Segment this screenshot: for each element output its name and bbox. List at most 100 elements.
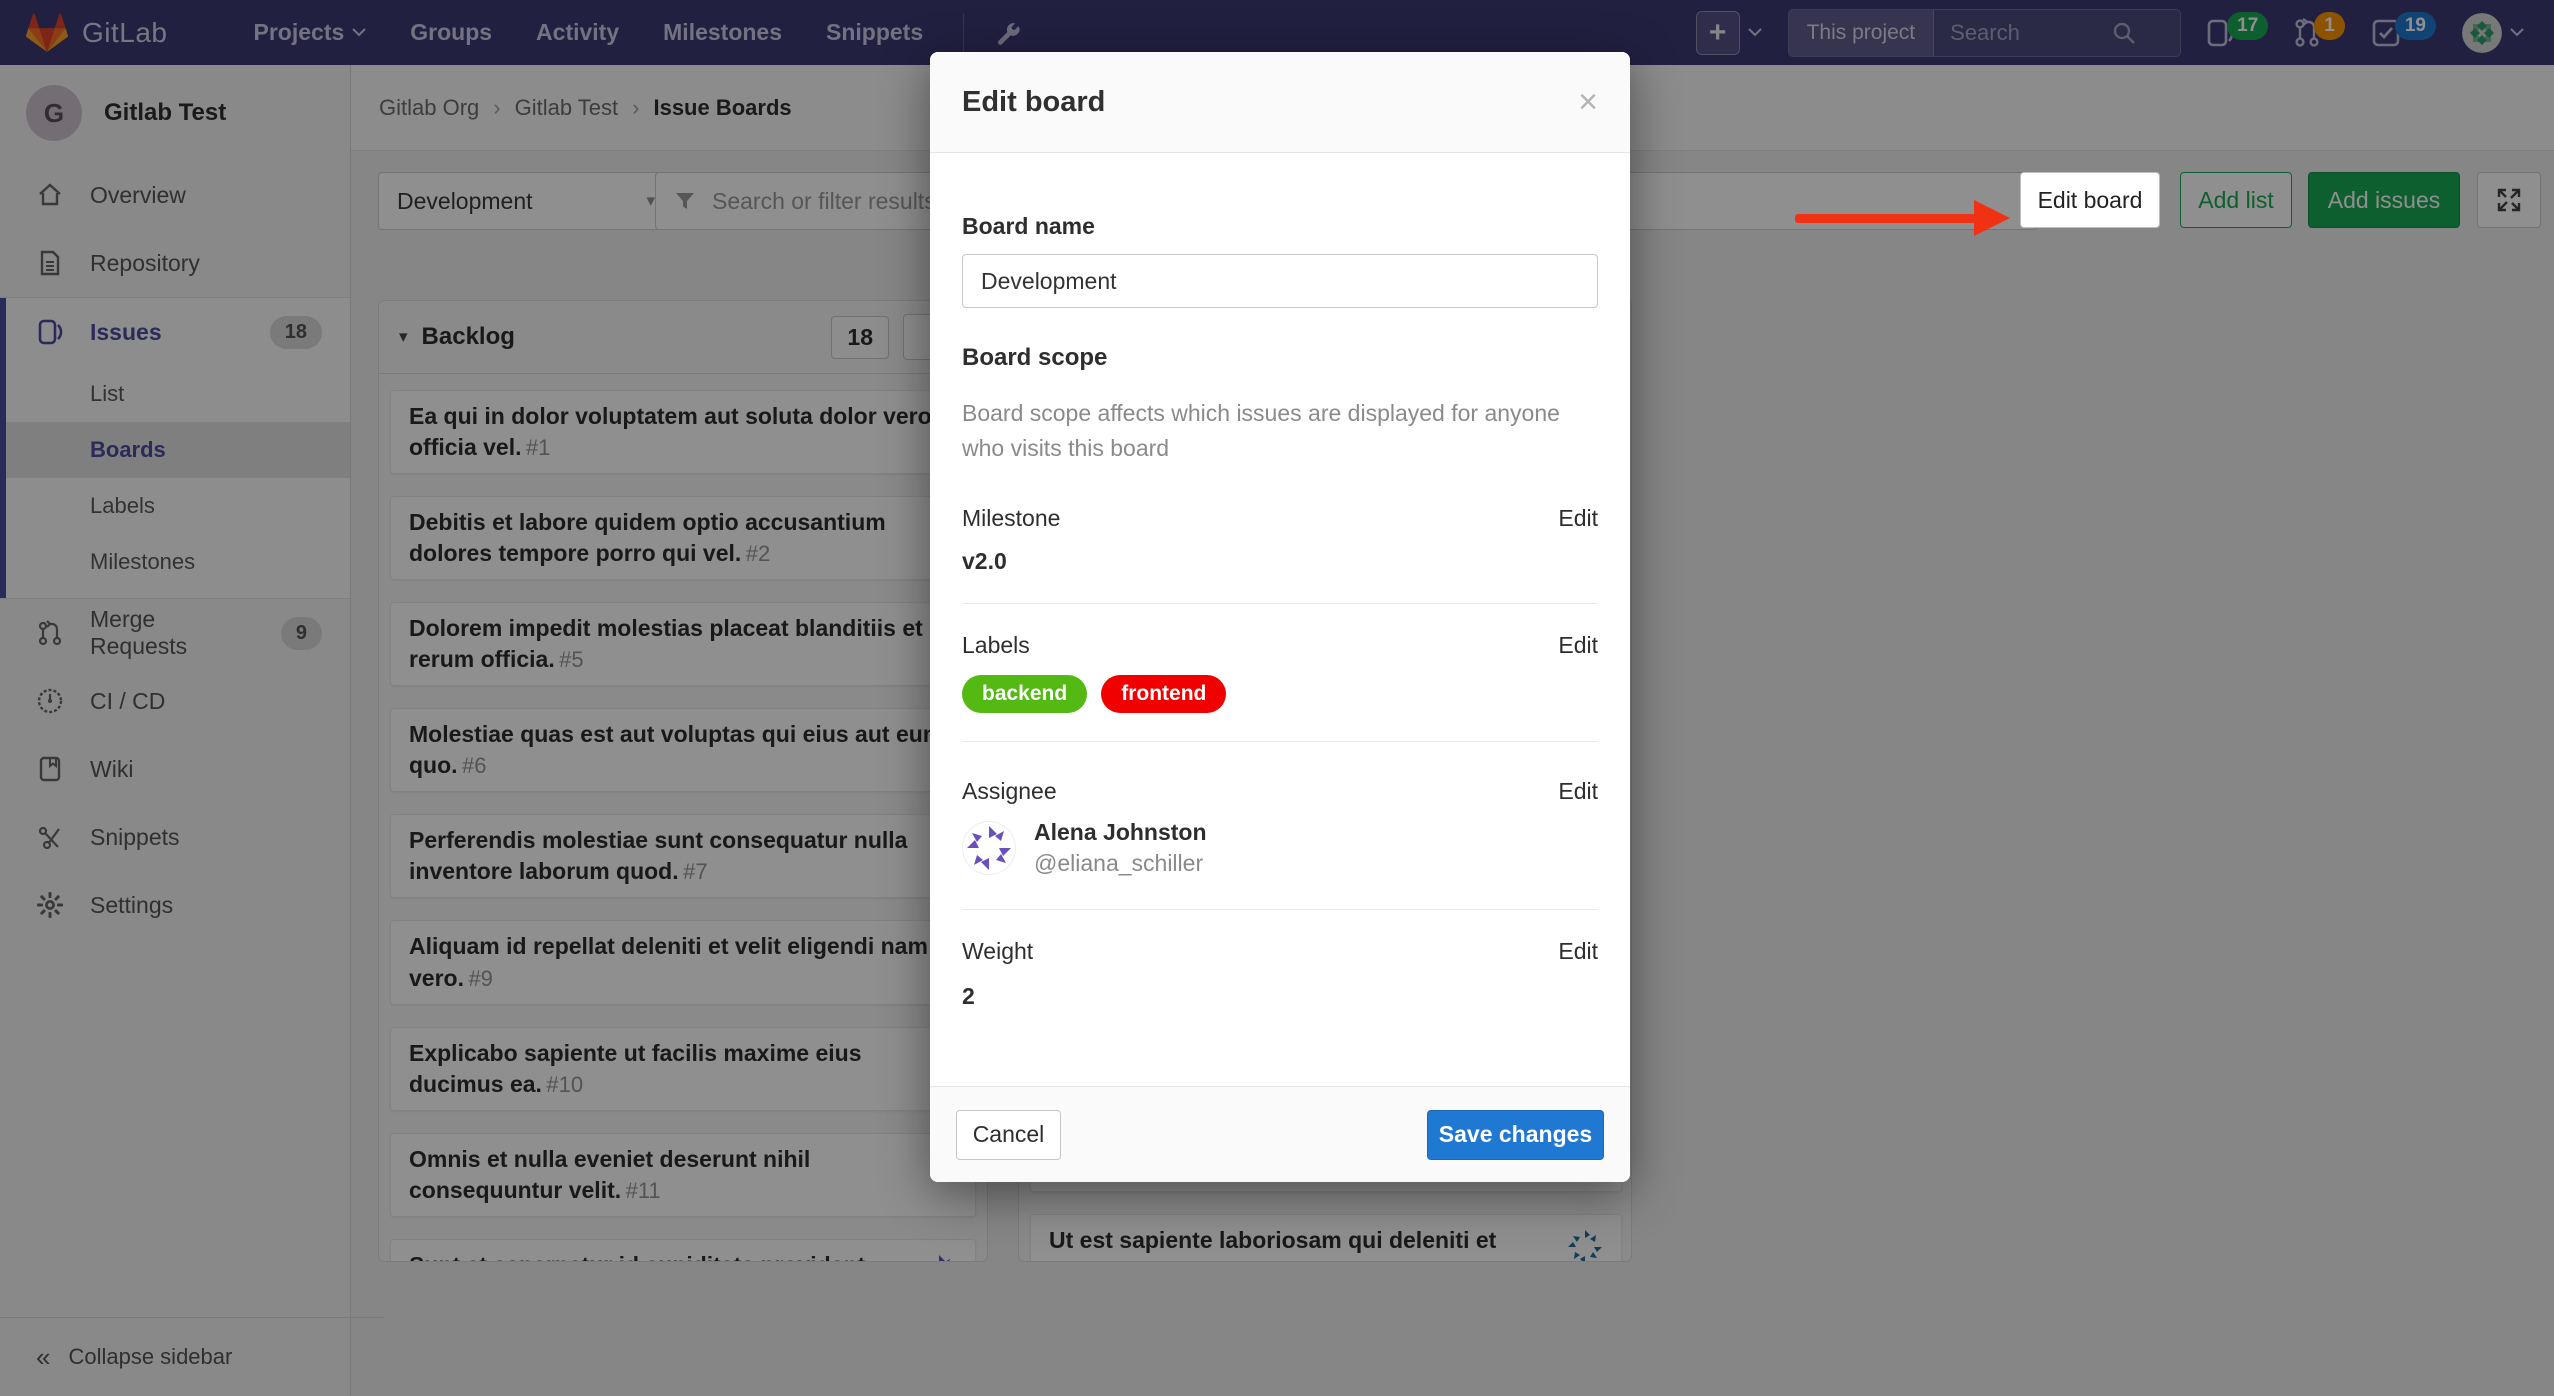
milestone-section: Milestone Edit <box>962 505 1598 532</box>
top-navbar: GitLab Projects Groups Activity Mileston… <box>0 0 2554 65</box>
divider <box>962 741 1598 742</box>
chevron-down-icon <box>352 28 366 37</box>
issues-counter[interactable]: 17 <box>2207 11 2269 49</box>
merge-requests-counter[interactable]: 1 <box>2294 11 2345 49</box>
board-switcher-dropdown[interactable]: Development ▾ <box>378 172 674 230</box>
issue-card[interactable]: Dolorem impedit molestias placeat blandi… <box>390 602 976 687</box>
chevron-down-icon: ▾ <box>646 191 655 210</box>
label-badge[interactable]: frontend <box>1101 675 1227 713</box>
weight-edit-link[interactable]: Edit <box>1558 938 1598 964</box>
expand-icon <box>2496 187 2522 213</box>
list-issue-count: 18 <box>831 315 889 359</box>
issues-section: Issues 18 List Boards Labels Milestones <box>0 297 350 599</box>
nav-snippets[interactable]: Snippets <box>826 19 924 45</box>
close-icon[interactable]: × <box>1578 83 1598 121</box>
label-badge[interactable]: backend <box>962 675 1088 713</box>
save-changes-button[interactable]: Save changes <box>1427 1109 1604 1160</box>
issue-card[interactable]: Omnis et nulla eveniet deserunt nihil co… <box>390 1132 976 1217</box>
collapse-sidebar-button[interactable]: « Collapse sidebar <box>0 1317 385 1396</box>
assignee-edit-link[interactable]: Edit <box>1558 778 1598 804</box>
user-menu[interactable] <box>2462 12 2524 53</box>
issue-card[interactable]: Ut est sapiente laboriosam qui deleniti … <box>1030 1214 1622 1261</box>
list-title: Backlog <box>421 323 515 350</box>
assignee-avatar <box>1565 1227 1605 1261</box>
sidebar-item-issues[interactable]: Issues 18 <box>0 298 350 366</box>
sidebar-item-list[interactable]: List <box>90 381 125 406</box>
scope-labels: backend frontend <box>962 675 1598 713</box>
navbar-search-group: This project <box>1787 8 2182 57</box>
sidebar-item-snippets[interactable]: Snippets <box>0 803 350 871</box>
assignee-avatar <box>962 821 1016 875</box>
todos-counter[interactable]: 19 <box>2371 11 2436 48</box>
nav-activity[interactable]: Activity <box>536 19 620 45</box>
breadcrumb-org[interactable]: Gitlab Org <box>379 94 480 120</box>
breadcrumb-project[interactable]: Gitlab Test <box>514 94 619 120</box>
assignee-avatar <box>919 1251 959 1261</box>
navbar-right: + This project 17 1 <box>1695 8 2524 57</box>
merge-request-icon <box>2294 17 2320 49</box>
sidebar-item-milestones[interactable]: Milestones <box>90 549 196 574</box>
chevron-down-icon <box>2510 28 2524 37</box>
annotation-arrow <box>1795 198 2010 238</box>
new-menu[interactable]: + <box>1695 10 1762 55</box>
navbar-search[interactable] <box>1934 9 2181 56</box>
board-name-input[interactable] <box>962 254 1598 308</box>
sidebar-item-boards[interactable]: Boards <box>0 422 350 478</box>
issues-count-badge: 17 <box>2227 11 2269 40</box>
assignee-section: Assignee Edit <box>962 778 1598 805</box>
search-icon <box>2112 21 2136 45</box>
edit-board-button[interactable]: Edit board <box>2020 172 2160 228</box>
breadcrumb-current: Issue Boards <box>653 94 792 120</box>
sidebar-item-settings[interactable]: Settings <box>0 871 350 939</box>
labels-label: Labels <box>962 632 1030 658</box>
sidebar-item-cicd[interactable]: CI / CD <box>0 667 350 735</box>
document-icon <box>36 249 64 277</box>
collapse-icon: « <box>36 1341 51 1372</box>
issue-card[interactable]: Sunt et aspernatur id cupiditate provide… <box>390 1238 976 1261</box>
add-issues-button[interactable]: Add issues <box>2308 172 2460 228</box>
modal-header: Edit board × <box>930 52 1630 153</box>
cancel-button[interactable]: Cancel <box>956 1109 1061 1160</box>
project-context-header[interactable]: G Gitlab Test <box>0 65 350 161</box>
issue-card[interactable]: Perferendis molestiae sunt consequatur n… <box>390 814 976 899</box>
modal-title: Edit board <box>962 85 1106 118</box>
sidebar-item-repository[interactable]: Repository <box>0 229 350 297</box>
sidebar-item-labels[interactable]: Labels <box>90 493 155 518</box>
navbar-search-input[interactable] <box>1948 18 2103 47</box>
issue-card[interactable]: Debitis et labore quidem optio accusanti… <box>390 496 976 581</box>
plus-icon: + <box>1695 10 1740 55</box>
filter-funnel-icon <box>674 190 696 212</box>
issue-card[interactable]: Ea qui in dolor voluptatem aut soluta do… <box>390 390 976 475</box>
issue-card[interactable]: Molestiae quas est aut voluptas qui eius… <box>390 708 976 793</box>
divider <box>962 909 1598 910</box>
collapse-list-caret-icon[interactable]: ▾ <box>399 327 408 346</box>
issues-icon <box>36 318 64 346</box>
nav-groups[interactable]: Groups <box>410 19 493 45</box>
add-list-button[interactable]: Add list <box>2180 172 2292 228</box>
search-scope-badge[interactable]: This project <box>1788 9 1935 56</box>
gitlab-wordmark: GitLab <box>82 16 168 48</box>
fullscreen-button[interactable] <box>2477 172 2541 228</box>
sidebar-item-merge-requests[interactable]: Merge Requests 9 <box>0 599 350 667</box>
todo-count-badge: 19 <box>2394 11 2436 40</box>
sidebar-item-wiki[interactable]: Wiki <box>0 735 350 803</box>
milestone-edit-link[interactable]: Edit <box>1558 505 1598 531</box>
gitlab-logo[interactable]: GitLab <box>25 12 168 54</box>
nav-milestones[interactable]: Milestones <box>663 19 783 45</box>
issues-count-pill: 18 <box>269 315 322 349</box>
labels-edit-link[interactable]: Edit <box>1558 632 1598 658</box>
board-list-backlog: ▾ Backlog 18 Ea qui in dolor voluptatem … <box>378 300 988 1262</box>
nav-projects[interactable]: Projects <box>254 19 367 46</box>
divider <box>962 603 1598 604</box>
sidebar-item-overview[interactable]: Overview <box>0 161 350 229</box>
left-sidebar: G Gitlab Test Overview Repository Issues… <box>0 65 385 1396</box>
book-icon <box>36 755 64 783</box>
weight-label: Weight <box>962 938 1034 964</box>
board-scope-description: Board scope affects which issues are dis… <box>962 400 1560 461</box>
issue-card[interactable]: Aliquam id repellat deleniti et velit el… <box>390 920 976 1005</box>
modal-footer: Cancel Save changes <box>930 1086 1630 1182</box>
nav-links: Projects Groups Activity Milestones Snip… <box>254 19 924 46</box>
assignee-info: Alena Johnston @eliana_schiller <box>962 819 1598 877</box>
milestone-value: v2.0 <box>962 548 1007 574</box>
admin-wrench-icon[interactable] <box>994 19 1022 47</box>
